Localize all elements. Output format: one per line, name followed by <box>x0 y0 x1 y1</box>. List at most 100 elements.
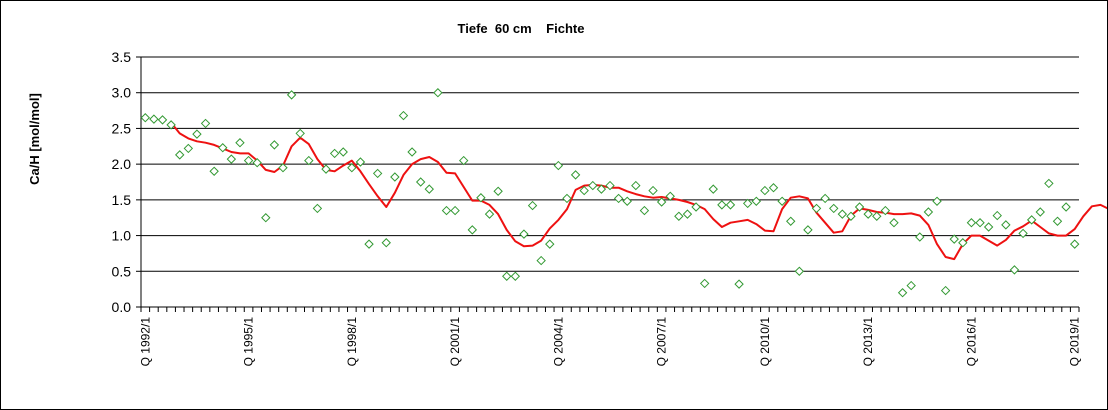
data-point-marker <box>519 229 529 239</box>
data-point-marker <box>321 164 331 174</box>
data-point-marker <box>588 180 598 191</box>
data-point-marker <box>975 218 985 228</box>
data-point-marker <box>648 185 658 196</box>
data-point-marker <box>1001 220 1011 230</box>
data-point-marker <box>510 271 521 281</box>
data-point-marker <box>665 191 675 201</box>
moving-average-line <box>170 122 1107 261</box>
data-point-marker <box>880 205 891 216</box>
data-point-marker <box>235 138 245 148</box>
data-point-marker <box>734 279 744 289</box>
data-point-marker <box>768 183 779 193</box>
y-tick-label: 0.5 <box>112 263 132 279</box>
data-point-marker <box>846 211 856 221</box>
data-point-marker <box>579 185 589 196</box>
data-point-marker <box>458 155 469 166</box>
data-point-marker <box>502 271 512 281</box>
data-point-marker <box>708 184 718 194</box>
data-point-marker <box>450 205 460 216</box>
data-point-marker <box>717 200 727 210</box>
data-point-marker <box>674 211 684 221</box>
data-point-marker <box>1069 239 1080 249</box>
data-point-marker <box>639 205 650 216</box>
data-point-marker <box>398 110 409 121</box>
line-series-layer <box>170 122 1107 261</box>
data-point-marker <box>631 180 641 191</box>
data-point-marker <box>656 197 667 207</box>
data-point-marker <box>1009 265 1020 275</box>
data-point-marker <box>829 203 839 214</box>
data-point-marker <box>803 225 813 235</box>
data-point-marker <box>140 113 151 123</box>
scatter-series-layer <box>140 88 1080 298</box>
data-point-marker <box>1052 216 1063 226</box>
data-point-marker <box>983 222 994 232</box>
data-point-marker <box>820 193 830 204</box>
data-point-marker <box>209 166 219 176</box>
data-point-marker <box>243 155 254 166</box>
data-point-marker <box>553 160 564 171</box>
y-tick-label: 2.0 <box>112 156 132 172</box>
data-point-marker <box>794 266 805 276</box>
data-point-marker <box>175 150 185 160</box>
y-tick-label: 2.5 <box>112 120 132 136</box>
data-point-marker <box>545 239 555 249</box>
data-point-marker <box>467 225 478 235</box>
x-tick-label: Q 2010/1 <box>758 317 772 367</box>
data-point-marker <box>682 209 693 219</box>
data-point-marker <box>1035 207 1045 217</box>
data-point-marker <box>407 147 417 157</box>
data-point-marker <box>278 163 288 173</box>
data-point-marker <box>725 200 736 210</box>
data-point-marker <box>493 186 503 196</box>
data-point-marker <box>915 232 925 242</box>
data-point-marker <box>218 143 228 153</box>
data-point-marker <box>304 155 314 166</box>
data-point-marker <box>252 158 262 168</box>
data-point-marker <box>1026 215 1037 225</box>
data-point-marker <box>390 172 400 182</box>
data-point-marker <box>777 196 787 206</box>
data-point-marker <box>760 185 770 196</box>
data-point-marker <box>949 234 959 244</box>
data-point-marker <box>338 147 348 157</box>
data-point-marker <box>355 157 366 167</box>
data-point-marker <box>889 218 899 228</box>
data-point-marker <box>226 154 237 164</box>
data-point-marker <box>751 196 762 206</box>
x-tick-label: Q 1992/1 <box>138 317 152 367</box>
data-point-marker <box>699 278 710 289</box>
data-point-marker <box>605 180 615 191</box>
data-point-marker <box>476 193 486 203</box>
x-tick-label: Q 2007/1 <box>655 317 669 367</box>
data-point-marker <box>811 203 822 214</box>
data-point-marker <box>166 120 176 130</box>
data-point-marker <box>183 143 194 154</box>
x-tick-label: Q 2004/1 <box>551 317 565 367</box>
data-point-marker <box>992 210 1002 221</box>
data-point-marker <box>286 90 297 100</box>
data-point-marker <box>149 114 159 124</box>
data-point-marker <box>897 288 908 298</box>
data-point-marker <box>1018 228 1028 239</box>
data-point-marker <box>958 238 968 248</box>
x-tick-label: Q 2016/1 <box>964 317 978 367</box>
data-point-marker <box>622 196 632 206</box>
x-tick-label: Q 2001/1 <box>448 317 462 367</box>
data-point-marker <box>691 202 701 212</box>
data-point-marker <box>940 285 951 296</box>
data-point-marker <box>837 209 848 219</box>
x-tick-label: Q 1998/1 <box>345 317 359 367</box>
data-point-marker <box>415 177 426 187</box>
data-point-marker <box>527 200 538 211</box>
data-point-marker <box>433 88 443 98</box>
data-point-marker <box>347 163 357 173</box>
data-point-marker <box>1044 178 1054 189</box>
data-point-marker <box>854 202 865 212</box>
data-point-marker <box>932 196 942 206</box>
data-point-marker <box>157 115 168 125</box>
data-point-marker <box>596 184 607 194</box>
y-tick-label: 1.0 <box>112 228 132 244</box>
